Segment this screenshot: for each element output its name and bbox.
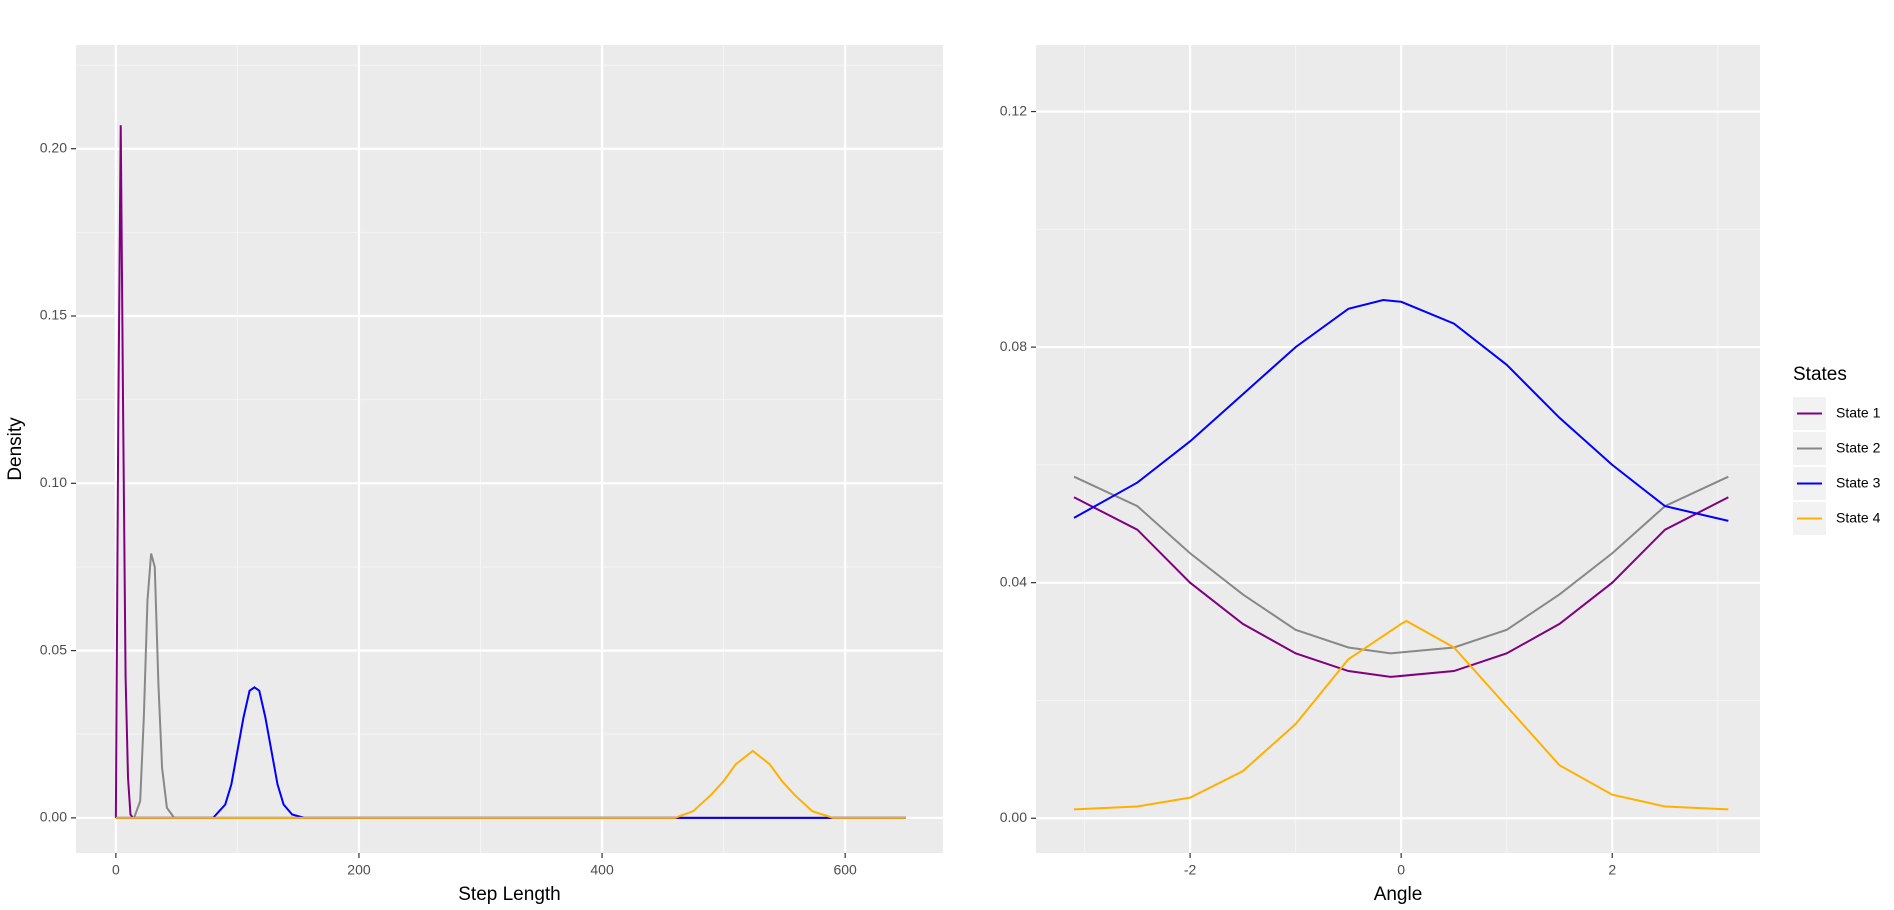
series-line xyxy=(115,749,906,819)
panel xyxy=(76,45,943,853)
x-tick-label: 200 xyxy=(347,862,371,878)
x-axis-title: Step Length xyxy=(458,884,560,905)
x-tick-label: 2 xyxy=(1608,862,1616,878)
x-tick-label: 0 xyxy=(1397,862,1405,878)
x-tick-label: 0 xyxy=(112,862,120,878)
y-tick-label: 0.05 xyxy=(40,641,67,657)
y-tick-label: 0.20 xyxy=(40,139,67,155)
y-tick-label: 0.00 xyxy=(40,809,67,825)
panel xyxy=(1036,45,1760,853)
x-tick-label: -2 xyxy=(1184,862,1197,878)
y-tick-label: 0.00 xyxy=(1000,809,1027,825)
series-line xyxy=(1073,298,1729,522)
series-line xyxy=(1073,619,1729,811)
series-line xyxy=(115,686,906,819)
legend-label: State 1 xyxy=(1836,405,1881,421)
y-tick-label: 0.04 xyxy=(1000,573,1027,589)
legend-label: State 4 xyxy=(1836,510,1881,526)
legend-label: State 2 xyxy=(1836,440,1881,456)
y-tick-label: 0.12 xyxy=(1000,102,1027,118)
series-line xyxy=(1073,496,1729,678)
y-tick-label: 0.15 xyxy=(40,307,67,323)
series-line xyxy=(115,553,906,819)
y-tick-label: 0.08 xyxy=(1000,338,1027,354)
x-axis-title: Angle xyxy=(1374,884,1423,905)
y-axis-title: Density xyxy=(5,417,26,481)
legend-label: State 3 xyxy=(1836,475,1881,491)
series-line xyxy=(1073,475,1729,655)
x-tick-label: 600 xyxy=(833,862,857,878)
legend-title: States xyxy=(1793,364,1847,385)
x-tick-label: 400 xyxy=(590,862,614,878)
y-tick-label: 0.10 xyxy=(40,474,67,490)
